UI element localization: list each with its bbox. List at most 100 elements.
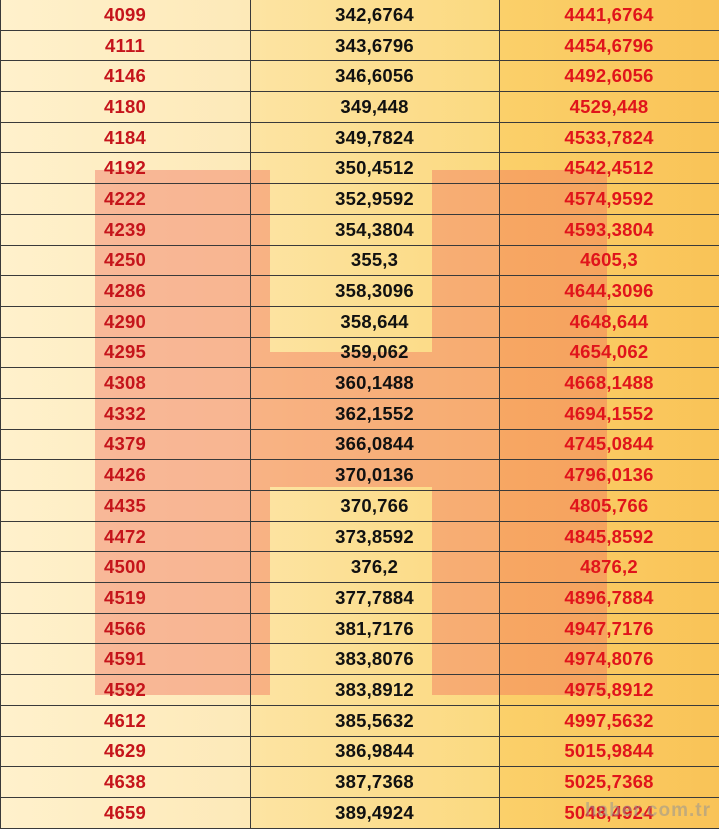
cell-value-1[interactable]: 4290 <box>104 310 146 332</box>
table-row: 4146 346,6056 4492,6056 <box>0 61 719 93</box>
cell-value-1[interactable]: 4612 <box>104 709 146 731</box>
cell-value-1[interactable]: 4308 <box>104 372 146 394</box>
table-row: 4659 389,4924 5048,4924 <box>0 798 719 829</box>
cell-value-1[interactable]: 4592 <box>104 678 146 700</box>
cell-value-3[interactable]: 4997,5632 <box>564 709 654 731</box>
cell-value-3[interactable]: 4796,0136 <box>564 464 654 486</box>
cell-value-2[interactable]: 350,4512 <box>335 157 414 179</box>
cell-value-3[interactable]: 4745,0844 <box>564 433 654 455</box>
cell-value-1[interactable]: 4180 <box>104 95 146 117</box>
cell-value-3[interactable]: 5015,9844 <box>564 740 654 762</box>
cell-value-3[interactable]: 4533,7824 <box>564 126 654 148</box>
cell-value-2[interactable]: 359,062 <box>340 341 409 363</box>
cell-value-3[interactable]: 4441,6764 <box>564 3 654 25</box>
cell-value-2[interactable]: 343,6796 <box>335 34 414 56</box>
cell-value-3[interactable]: 5048,4924 <box>564 801 654 823</box>
cell-value-2[interactable]: 377,7884 <box>335 586 414 608</box>
cell-value-3[interactable]: 4593,3804 <box>564 218 654 240</box>
cell-value-1[interactable]: 4472 <box>104 525 146 547</box>
cell-value-2[interactable]: 360,1488 <box>335 372 414 394</box>
cell-value-2[interactable]: 346,6056 <box>335 65 414 87</box>
column-2-background <box>250 0 499 828</box>
table-row: 4192 350,4512 4542,4512 <box>0 153 719 185</box>
cell-value-2[interactable]: 386,9844 <box>335 740 414 762</box>
cell-value-1[interactable]: 4426 <box>104 464 146 486</box>
table-row: 4519 377,7884 4896,7884 <box>0 583 719 614</box>
cell-value-2[interactable]: 387,7368 <box>335 771 414 793</box>
column-divider-1 <box>0 0 1 828</box>
cell-value-1[interactable]: 4500 <box>104 556 146 578</box>
table-row: 4290 358,644 4648,644 <box>0 307 719 338</box>
cell-value-2[interactable]: 354,3804 <box>335 218 414 240</box>
table-row: 4435 370,766 4805,766 <box>0 491 719 522</box>
cell-value-2[interactable]: 352,9592 <box>335 187 414 209</box>
cell-value-1[interactable]: 4659 <box>104 801 146 823</box>
cell-value-1[interactable]: 4111 <box>105 34 145 56</box>
cell-value-1[interactable]: 4286 <box>104 280 146 302</box>
cell-value-3[interactable]: 4492,6056 <box>564 65 654 87</box>
cell-value-3[interactable]: 4648,644 <box>569 310 649 332</box>
column-1-background <box>0 0 250 828</box>
cell-value-3[interactable]: 4876,2 <box>580 556 638 578</box>
cell-value-1[interactable]: 4519 <box>104 586 146 608</box>
cell-value-1[interactable]: 4099 <box>104 3 146 25</box>
cell-value-1[interactable]: 4629 <box>104 740 146 762</box>
cell-value-2[interactable]: 362,1552 <box>335 402 414 424</box>
cell-value-2[interactable]: 376,2 <box>350 556 399 578</box>
cell-value-3[interactable]: 4896,7884 <box>564 586 654 608</box>
cell-value-2[interactable]: 373,8592 <box>335 525 414 547</box>
watermark-h-right-bar <box>432 170 607 695</box>
cell-value-3[interactable]: 4454,6796 <box>564 34 654 56</box>
cell-value-2[interactable]: 358,3096 <box>335 280 414 302</box>
cell-value-3[interactable]: 4805,766 <box>569 494 649 516</box>
cell-value-3[interactable]: 4668,1488 <box>564 372 654 394</box>
cell-value-2[interactable]: 381,7176 <box>335 617 414 639</box>
cell-value-2[interactable]: 385,5632 <box>335 709 414 731</box>
table-row: 4379 366,0844 4745,0844 <box>0 430 719 461</box>
cell-value-3[interactable]: 4529,448 <box>569 95 649 117</box>
cell-value-2[interactable]: 383,8076 <box>335 648 414 670</box>
cell-value-1[interactable]: 4184 <box>104 126 146 148</box>
cell-value-1[interactable]: 4379 <box>104 433 146 455</box>
table-row: 4591 383,8076 4974,8076 <box>0 644 719 676</box>
cell-value-1[interactable]: 4566 <box>104 617 146 639</box>
cell-value-3[interactable]: 4845,8592 <box>564 525 654 547</box>
cell-value-3[interactable]: 4654,062 <box>569 341 649 363</box>
cell-value-3[interactable]: 4644,3096 <box>564 280 654 302</box>
cell-value-3[interactable]: 4694,1552 <box>564 402 654 424</box>
cell-value-2[interactable]: 366,0844 <box>335 433 414 455</box>
cell-value-2[interactable]: 355,3 <box>350 249 399 271</box>
cell-value-1[interactable]: 4638 <box>104 771 146 793</box>
cell-value-2[interactable]: 370,766 <box>340 494 409 516</box>
table-row: 4250 355,3 4605,3 <box>0 246 719 277</box>
cell-value-1[interactable]: 4250 <box>104 249 146 271</box>
cell-value-1[interactable]: 4222 <box>104 187 146 209</box>
cell-value-3[interactable]: 4947,7176 <box>564 617 654 639</box>
cell-value-1[interactable]: 4591 <box>104 648 146 670</box>
cell-value-2[interactable]: 389,4924 <box>335 801 414 823</box>
watermark-site-text: haber.com.tr <box>584 800 711 821</box>
cell-value-3[interactable]: 4974,8076 <box>564 648 654 670</box>
cell-value-3[interactable]: 4975,8912 <box>564 678 654 700</box>
cell-value-3[interactable]: 4542,4512 <box>564 157 654 179</box>
table-row: 4111 343,6796 4454,6796 <box>0 31 719 62</box>
cell-value-1[interactable]: 4295 <box>104 341 146 363</box>
table-row: 4566 381,7176 4947,7176 <box>0 614 719 645</box>
cell-value-2[interactable]: 370,0136 <box>335 464 414 486</box>
cell-value-3[interactable]: 4574,9592 <box>564 187 654 209</box>
cell-value-3[interactable]: 5025,7368 <box>564 771 654 793</box>
cell-value-2[interactable]: 349,448 <box>340 95 409 117</box>
cell-value-1[interactable]: 4332 <box>104 402 146 424</box>
cell-value-1[interactable]: 4146 <box>104 65 146 87</box>
cell-value-1[interactable]: 4435 <box>104 494 146 516</box>
table-row: 4184 349,7824 4533,7824 <box>0 123 719 154</box>
cell-value-1[interactable]: 4239 <box>104 218 146 240</box>
cell-value-2[interactable]: 383,8912 <box>335 678 414 700</box>
cell-value-2[interactable]: 342,6764 <box>335 3 414 25</box>
table-row: 4286 358,3096 4644,3096 <box>0 276 719 307</box>
cell-value-1[interactable]: 4192 <box>104 157 146 179</box>
cell-value-2[interactable]: 349,7824 <box>335 126 414 148</box>
cell-value-3[interactable]: 4605,3 <box>580 249 638 271</box>
cell-value-2[interactable]: 358,644 <box>340 310 409 332</box>
